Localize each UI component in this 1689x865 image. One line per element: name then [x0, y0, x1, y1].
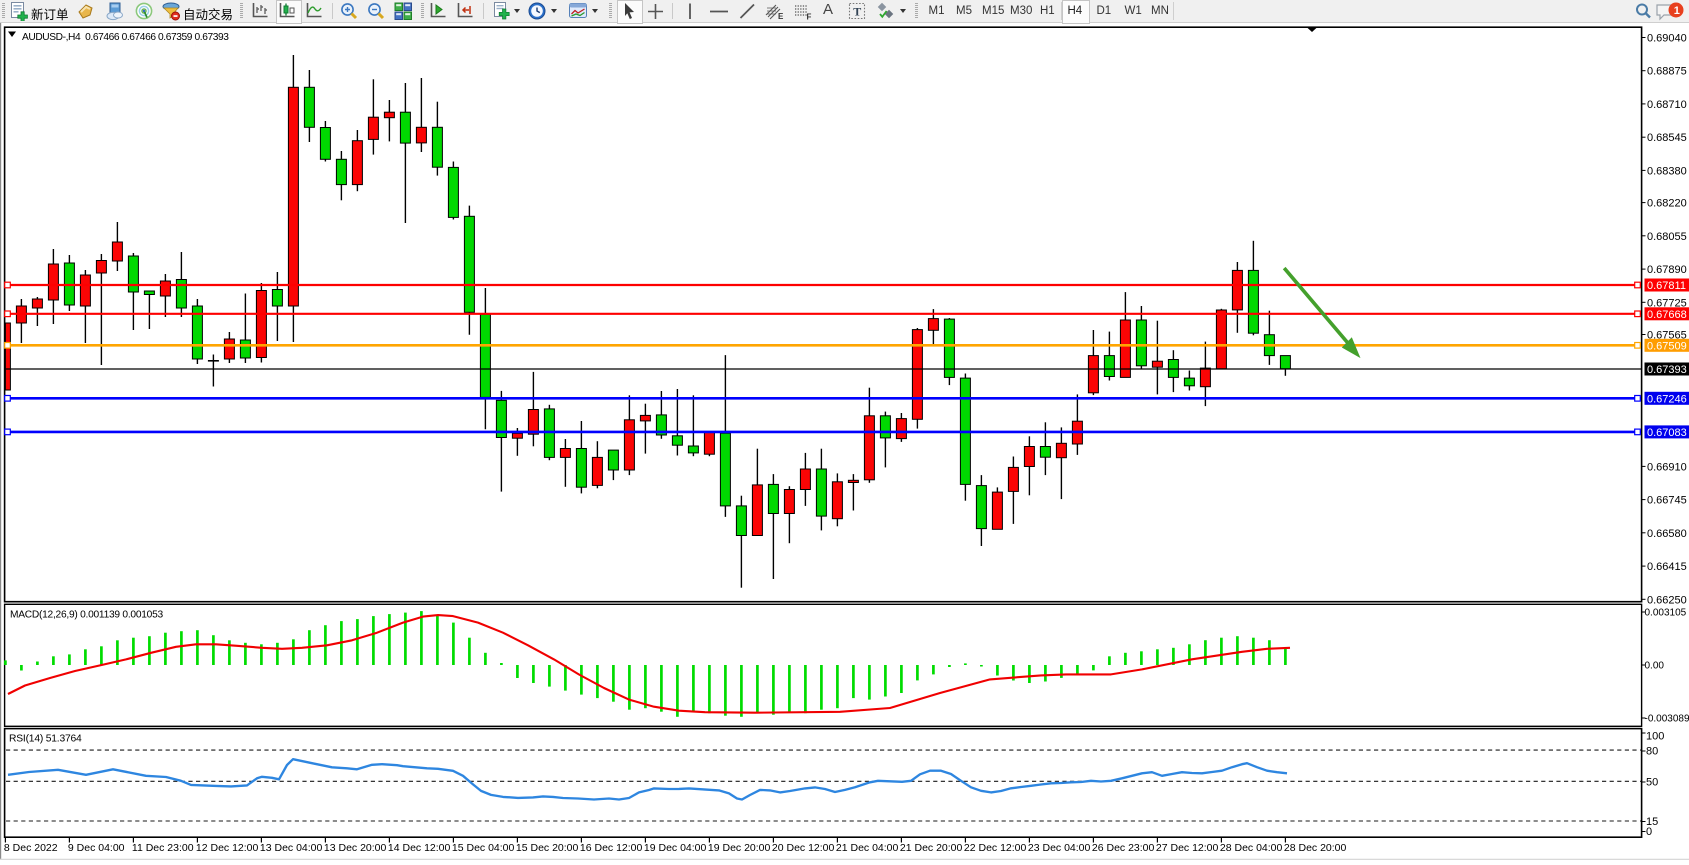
- svg-text:8 Dec 2022: 8 Dec 2022: [4, 842, 58, 854]
- svg-text:T: T: [853, 5, 861, 19]
- svg-text:28 Dec 04:00: 28 Dec 04:00: [1220, 842, 1283, 854]
- svg-text:19 Dec 20:00: 19 Dec 20:00: [708, 842, 771, 854]
- svg-text:0.00: 0.00: [1645, 661, 1665, 672]
- svg-text:50: 50: [1646, 777, 1658, 789]
- svg-text:0.66745: 0.66745: [1647, 495, 1687, 507]
- svg-text:0.67083: 0.67083: [1647, 427, 1687, 439]
- svg-text:0.67246: 0.67246: [1647, 393, 1687, 405]
- svg-text:0.67509: 0.67509: [1647, 340, 1687, 352]
- svg-text:20 Dec 12:00: 20 Dec 12:00: [772, 842, 835, 854]
- svg-text:16 Dec 12:00: 16 Dec 12:00: [580, 842, 643, 854]
- svg-text:0.66580: 0.66580: [1647, 528, 1687, 540]
- svg-text:100: 100: [1646, 731, 1664, 743]
- svg-text:28 Dec 20:00: 28 Dec 20:00: [1284, 842, 1347, 854]
- svg-text:0.69040: 0.69040: [1647, 33, 1687, 45]
- svg-text:0.68545: 0.68545: [1647, 132, 1687, 144]
- svg-text:0.67393: 0.67393: [1647, 364, 1687, 376]
- svg-text:0.66415: 0.66415: [1647, 561, 1687, 573]
- svg-text:15 Dec 20:00: 15 Dec 20:00: [516, 842, 579, 854]
- svg-text:0.66910: 0.66910: [1647, 461, 1687, 473]
- svg-text:15 Dec 04:00: 15 Dec 04:00: [452, 842, 515, 854]
- svg-text:1: 1: [1674, 5, 1680, 17]
- svg-text:AUDUSD-,H4 0.67466 0.67466 0.: AUDUSD-,H4 0.67466 0.67466 0.67359 0.673…: [22, 32, 229, 43]
- svg-text:22 Dec 12:00: 22 Dec 12:00: [964, 842, 1027, 854]
- svg-text:0.68380: 0.68380: [1647, 165, 1687, 177]
- svg-text:0.66250: 0.66250: [1647, 594, 1687, 606]
- svg-text:19 Dec 04:00: 19 Dec 04:00: [644, 842, 707, 854]
- svg-text:13 Dec 04:00: 13 Dec 04:00: [260, 842, 323, 854]
- svg-text:-0.003089: -0.003089: [1645, 714, 1689, 725]
- svg-text:MACD(12,26,9) 0.001139 0.00105: MACD(12,26,9) 0.001139 0.001053: [10, 610, 163, 621]
- svg-text:13 Dec 20:00: 13 Dec 20:00: [324, 842, 387, 854]
- svg-text:E: E: [778, 12, 784, 21]
- svg-text:21 Dec 20:00: 21 Dec 20:00: [900, 842, 963, 854]
- svg-text:0.67890: 0.67890: [1647, 264, 1687, 276]
- svg-text:0.67811: 0.67811: [1647, 280, 1686, 292]
- svg-text:0.68220: 0.68220: [1647, 198, 1687, 210]
- svg-text:RSI(14) 51.3764: RSI(14) 51.3764: [9, 734, 82, 745]
- svg-text:9 Dec 04:00: 9 Dec 04:00: [68, 842, 125, 854]
- svg-text:0.68710: 0.68710: [1647, 99, 1687, 111]
- svg-text:26 Dec 23:00: 26 Dec 23:00: [1092, 842, 1155, 854]
- svg-text:0.68875: 0.68875: [1647, 66, 1687, 78]
- svg-text:80: 80: [1646, 746, 1658, 758]
- svg-text:F: F: [807, 13, 812, 22]
- svg-text:11 Dec 23:00: 11 Dec 23:00: [132, 842, 194, 854]
- svg-text:0: 0: [1646, 826, 1652, 838]
- svg-text:0.68055: 0.68055: [1647, 231, 1687, 243]
- svg-text:23 Dec 04:00: 23 Dec 04:00: [1028, 842, 1091, 854]
- svg-text:14 Dec 12:00: 14 Dec 12:00: [388, 842, 451, 854]
- svg-text:0.003105: 0.003105: [1645, 608, 1687, 619]
- svg-text:27 Dec 12:00: 27 Dec 12:00: [1156, 842, 1219, 854]
- svg-text:21 Dec 04:00: 21 Dec 04:00: [836, 842, 899, 854]
- svg-text:12 Dec 12:00: 12 Dec 12:00: [196, 842, 259, 854]
- svg-text:0.67668: 0.67668: [1647, 309, 1687, 321]
